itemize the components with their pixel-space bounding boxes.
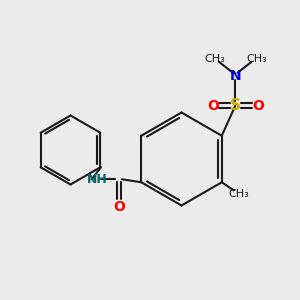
Text: N: N	[230, 69, 241, 83]
Text: NH: NH	[87, 173, 108, 186]
Text: O: O	[252, 99, 264, 113]
Text: CH₃: CH₃	[229, 189, 250, 199]
Text: CH₃: CH₃	[246, 54, 267, 64]
Text: S: S	[230, 98, 241, 113]
Text: O: O	[113, 200, 125, 214]
Text: CH₃: CH₃	[204, 54, 225, 64]
Text: O: O	[207, 99, 219, 113]
